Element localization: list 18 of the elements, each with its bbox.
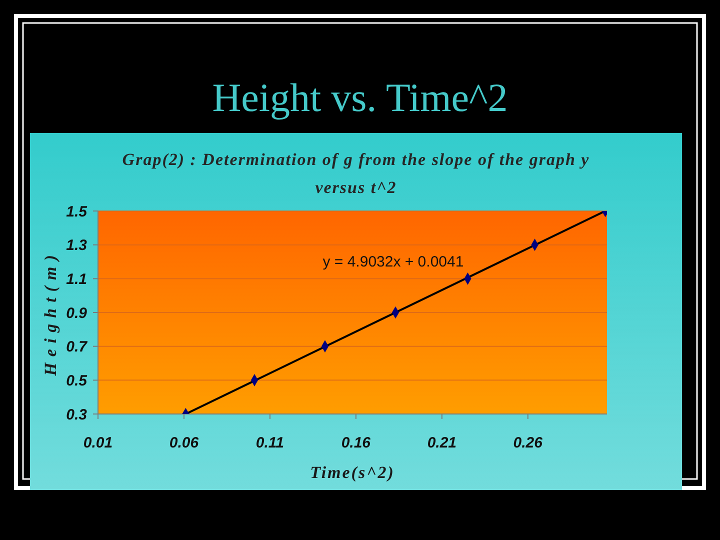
x-tick-label: 0.01 — [83, 434, 113, 452]
x-tick-label: 0.06 — [169, 434, 200, 452]
x-tick-label: 0.16 — [341, 434, 372, 452]
x-tick-label: 0.26 — [513, 434, 544, 452]
y-tick-label: 0.5 — [66, 372, 88, 390]
y-tick-label: 1.1 — [66, 270, 87, 288]
x-tick-label: 0.21 — [427, 434, 457, 452]
chart-subtitle: Grap(2) : Determination of g from the slope of the graph y versus t^2 — [121, 149, 591, 199]
y-axis-title: Height(m) — [40, 249, 60, 377]
annotation: y = 4.9032x + 0.0041 — [322, 253, 464, 270]
y-tick-label: 1.3 — [66, 237, 88, 254]
x-tick-label: 0.11 — [256, 434, 284, 452]
chart-title: Height vs. Time^2 — [211, 74, 509, 122]
y-tick-label: 0.3 — [66, 406, 88, 424]
y-tick-label: 1.5 — [66, 203, 88, 220]
x-axis-title: Time(s^2) — [310, 463, 395, 482]
y-tick-label: 0.7 — [66, 338, 88, 356]
y-tick-label: 0.9 — [66, 304, 88, 322]
